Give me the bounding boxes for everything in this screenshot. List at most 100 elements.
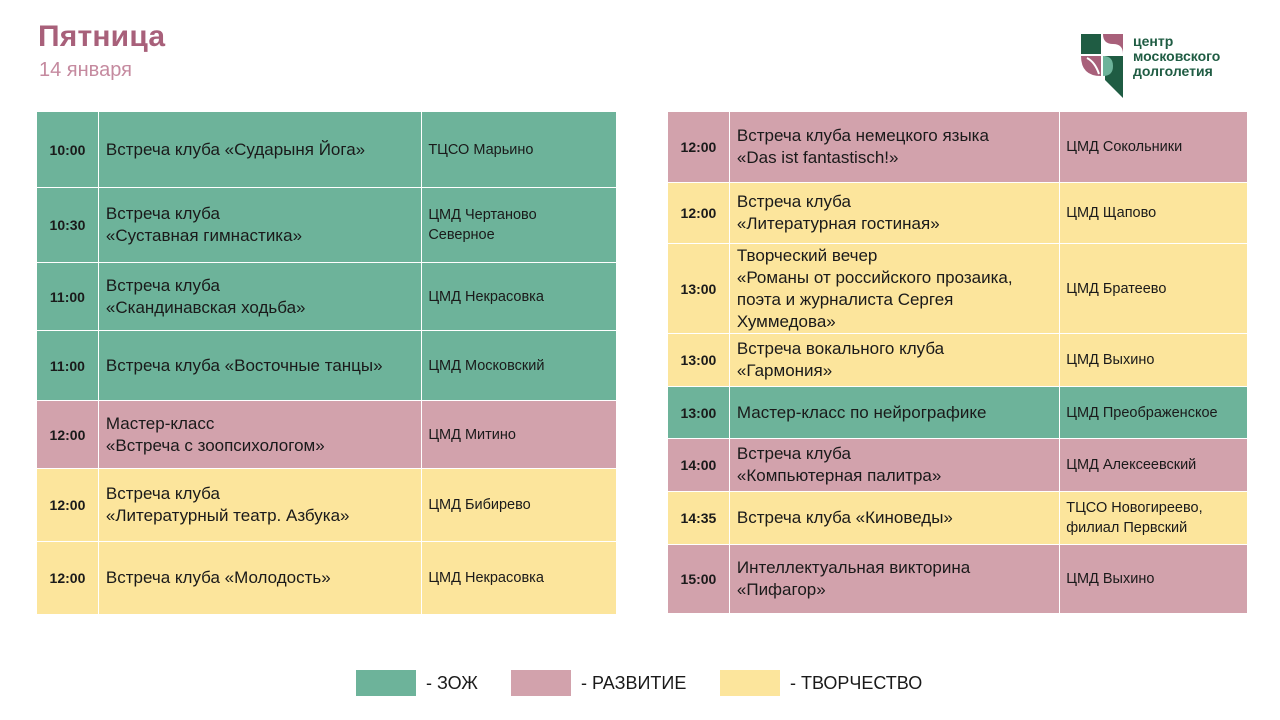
event-time: 12:00 [36,468,99,542]
event-time: 10:00 [36,111,99,188]
event-place-line: ЦМД Сокольники [1066,139,1183,155]
event-title-line: Встреча клуба [105,484,220,503]
event-title-line: Встреча клуба [105,275,220,295]
event-place-line: ЦМД Алексеевский [1066,457,1197,473]
event-place-line: ЦМД Бибирево [428,497,531,513]
event-title: Встреча вокального клуба «Гармония» [728,333,1061,387]
event-place-line: Северное [428,227,495,243]
schedule-table-right: 12:00 Встреча клуба немецкого языка «Das i… [667,111,1248,614]
schedule-row: 15:00 Интеллектуальная викторина «Пифагор»… [667,544,1248,614]
event-title-line: Встреча клуба [105,204,220,223]
event-title: Встреча клуба «Восточные танцы» [97,330,423,401]
legend-label: - ТВОРЧЕСТВО [790,672,923,693]
event-time: 11:00 [36,330,99,401]
event-place: ЦМД Выхино [1059,544,1248,614]
event-place: ЦМД Некрасовка [421,262,617,331]
event-place-line: филиал Первский [1066,520,1188,536]
event-title: Встреча клуба немецкого языка «Das ist fa… [728,111,1061,183]
event-title-line: «Романы от российского прозаика, [736,267,1013,287]
legend-item-tvorchestvo: - ТВОРЧЕСТВО [720,668,922,698]
event-place-line: ЦМД Выхино [1066,352,1155,368]
schedule-row: 14:00 Встреча клуба «Компьютерная палитра»… [667,438,1248,492]
event-title-line: Интеллектуальная викторина [736,558,971,577]
event-title-line: «Гармония» [736,361,833,380]
schedule-row: 12:00 Встреча клуба «Литературный театр. А… [36,468,617,542]
event-title: Мастер-класс «Встреча с зоопсихологом» [97,400,423,469]
event-title-line: «Пифагор» [736,580,826,599]
schedule-row: 12:00 Встреча клуба немецкого языка «Das i… [667,111,1248,183]
logo: центр московского долголетия [1081,34,1251,98]
event-title: Встреча клуба «Сударыня Йога» [97,111,423,188]
event-title-line: Встреча клуба [736,444,851,463]
legend-label: - ЗОЖ [426,672,478,693]
event-time: 12:00 [667,182,730,244]
event-time: 15:00 [667,544,730,614]
event-place-line: ЦМД Некрасовка [428,288,544,305]
event-title: Встреча клуба «Скандинавская ходьба» [97,262,423,331]
event-title-line: «Встреча с зоопсихологом» [105,435,325,455]
schedule-row: 13:00 Творческий вечер «Романы от российск… [667,243,1248,334]
page-date: 14 января [39,59,132,81]
event-title-line: Встреча вокального клуба [736,339,945,358]
event-place: ЦМД Братеево [1059,243,1248,334]
event-place: ЦМД Митино [421,400,617,469]
event-time: 12:00 [667,111,730,183]
event-time: 13:00 [667,386,730,439]
event-title: Встреча клуба «Литературный театр. Азбука… [97,468,423,542]
legend-item-zozh: - ЗОЖ [356,668,478,698]
event-place: ЦМД Некрасовка [421,541,617,615]
event-title-line: Встреча клуба «Сударыня Йога» [105,139,366,159]
legend-label: - РАЗВИТИЕ [581,672,687,693]
event-title-line: Встреча клуба «Молодость» [105,568,331,587]
event-title-line: «Скандинавская ходьба» [105,297,306,317]
event-title-line: Хуммедова» [736,311,836,331]
schedule-row: 10:00 Встреча клуба «Сударыня Йога» ТЦСО М… [36,111,617,188]
event-title-line: «Суставная гимнастика» [105,226,303,245]
legend-swatch [356,670,416,696]
event-title-line: «Das ist fantastisch!» [736,148,899,167]
event-title: Встреча клуба «Компьютерная палитра» [728,438,1061,492]
event-place-line: ЦМД Митино [428,426,516,443]
event-title-line: Мастер-класс [105,413,215,433]
event-place-line: ЦМД Щапово [1066,205,1157,221]
event-place-line: ЦМД Братеево [1066,280,1167,297]
event-title-line: «Литературный театр. Азбука» [105,506,350,525]
event-place: ЦМД Алексеевский [1059,438,1248,492]
event-time: 11:00 [36,262,99,331]
schedule-row: 12:00 Мастер-класс «Встреча с зоопсихолого… [36,400,617,469]
event-time: 14:35 [667,491,730,545]
schedule-row: 13:00 Встреча вокального клуба «Гармония» Ц… [667,333,1248,387]
event-title-line: Встреча клуба [736,192,851,211]
schedule-row: 13:00 Мастер-класс по нейрографике ЦМД Пре… [667,386,1248,439]
event-time: 12:00 [36,541,99,615]
schedule-row: 12:00 Встреча клуба «Молодость» ЦМД Некрас… [36,541,617,615]
event-place-line: ЦМД Некрасовка [428,570,544,586]
legend-item-razvitie: - РАЗВИТИЕ [511,668,686,698]
logo-line-3: долголетия [1133,63,1213,79]
event-title: Встреча клуба «Киноведы» [728,491,1061,545]
event-title: Мастер-класс по нейрографике [728,386,1061,439]
event-place: ТЦСО Марьино [421,111,617,188]
event-title-line: Творческий вечер [736,245,878,265]
schedule-table-left: 10:00 Встреча клуба «Сударыня Йога» ТЦСО М… [36,111,617,615]
event-place: ЦМД Преображенское [1059,386,1248,439]
legend-swatch [511,670,571,696]
event-place-line: ЦМД Выхино [1066,571,1155,587]
event-title: Встреча клуба «Суставная гимнастика» [97,187,423,263]
logo-line-1: центр [1133,33,1174,49]
legend-swatch [720,670,780,696]
event-time: 13:00 [667,243,730,334]
event-title-line: Встреча клуба «Восточные танцы» [105,355,383,375]
event-time: 12:00 [36,400,99,469]
schedule-row: 10:30 Встреча клуба «Суставная гимнастика»… [36,187,617,263]
event-place: ЦМД Выхино [1059,333,1248,387]
schedule-row: 11:00 Встреча клуба «Скандинавская ходьба»… [36,262,617,331]
event-title-line: Встреча клуба «Киноведы» [736,508,953,527]
event-title: Творческий вечер «Романы от российского п… [728,243,1061,334]
event-title-line: Встреча клуба немецкого языка [736,126,989,145]
event-place-line: ТЦСО Марьино [428,141,534,158]
schedule-row: 14:35 Встреча клуба «Киноведы» ТЦСО Новоги… [667,491,1248,545]
event-place: ЦМД Сокольники [1059,111,1248,183]
logo-mark-icon [1081,34,1123,98]
event-title-line: «Литературная гостиная» [736,214,940,233]
